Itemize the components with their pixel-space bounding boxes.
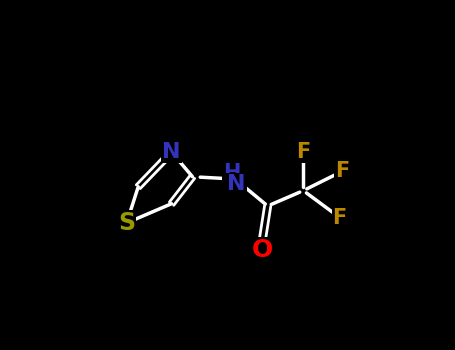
Text: F: F [296, 142, 310, 162]
Text: S: S [118, 211, 135, 235]
Text: N: N [162, 142, 181, 162]
Text: O: O [252, 238, 273, 262]
Text: F: F [335, 161, 349, 181]
Text: H: H [223, 163, 241, 183]
Text: N: N [228, 174, 246, 194]
Text: F: F [333, 208, 347, 228]
